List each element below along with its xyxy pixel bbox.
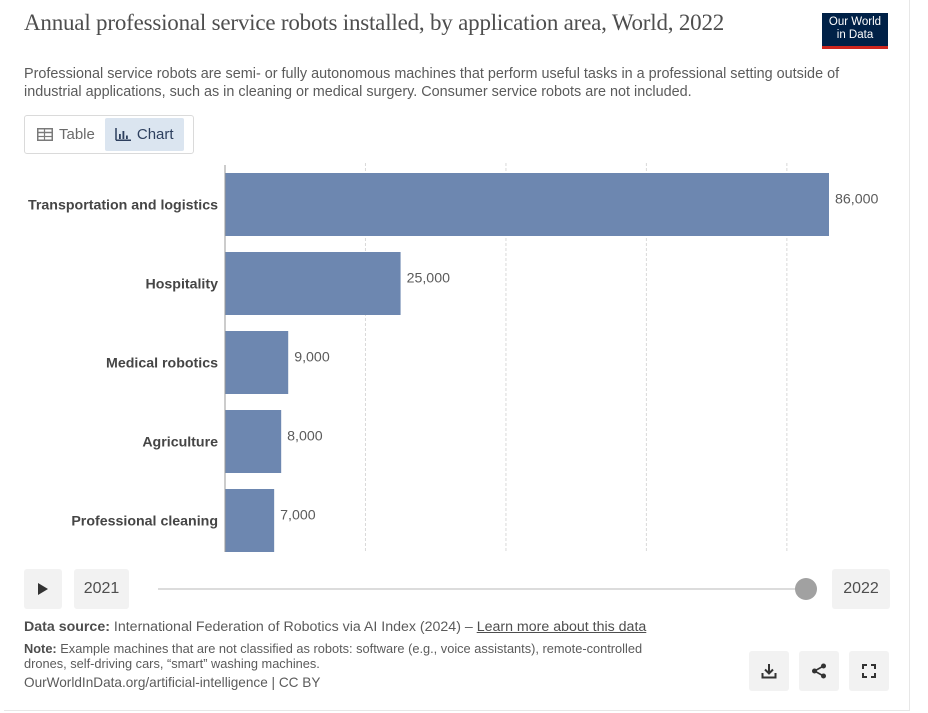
value-label: 7,000 xyxy=(280,508,316,524)
category-label: Agriculture xyxy=(142,435,218,451)
learn-more-link[interactable]: Learn more about this data xyxy=(476,619,647,635)
note-text: Example machines that are not classified… xyxy=(24,641,643,671)
download-button[interactable] xyxy=(749,651,789,691)
timeline-start-year[interactable]: 2021 xyxy=(74,569,129,609)
timeline-end-year[interactable]: 2022 xyxy=(832,569,890,609)
logo-line-2: in Data xyxy=(836,29,874,41)
view-tabs: Table Chart xyxy=(24,115,194,154)
category-label: Medical robotics xyxy=(106,356,218,372)
data-source: Data source: International Federation of… xyxy=(24,618,724,636)
tab-chart-label: Chart xyxy=(136,126,174,143)
logo-line-1: Our World xyxy=(828,16,882,28)
table-icon xyxy=(37,128,53,141)
chart-area: Transportation and logistics 86,000 Hospit… xyxy=(0,160,928,560)
chart-frame xyxy=(4,0,910,711)
bar[interactable] xyxy=(225,331,289,394)
category-label: Transportation and logistics xyxy=(28,198,218,214)
play-button[interactable] xyxy=(24,569,62,609)
value-label: 9,000 xyxy=(294,350,330,366)
value-label: 86,000 xyxy=(835,192,879,208)
category-label: Hospitality xyxy=(145,277,218,293)
chart-icon xyxy=(115,128,131,141)
tab-table-label: Table xyxy=(59,126,95,143)
timeline-handle[interactable] xyxy=(795,578,817,600)
share-button[interactable] xyxy=(799,651,839,691)
footer: Data source: International Federation of… xyxy=(24,618,724,690)
share-icon xyxy=(812,663,826,679)
license-link[interactable]: OurWorldInData.org/artificial-intelligen… xyxy=(24,675,321,690)
tab-table[interactable]: Table xyxy=(27,118,105,151)
source-text: International Federation of Robotics via… xyxy=(113,619,477,635)
bar[interactable] xyxy=(225,252,401,315)
bar-chart: Transportation and logistics 86,000 Hospit… xyxy=(28,163,879,552)
value-label: 8,000 xyxy=(287,429,323,445)
bar[interactable] xyxy=(225,410,282,473)
download-icon xyxy=(761,664,777,679)
timeline: 2021 2022 xyxy=(24,569,890,609)
timeline-track[interactable] xyxy=(158,588,804,590)
fullscreen-button[interactable] xyxy=(849,651,889,691)
play-icon xyxy=(38,583,48,595)
chart-subtitle: Professional service robots are semi- or… xyxy=(24,66,840,100)
note-label: Note: xyxy=(24,641,57,656)
source-label: Data source: xyxy=(24,619,110,635)
category-label: Professional cleaning xyxy=(71,514,218,530)
owid-logo[interactable]: Our World in Data xyxy=(822,13,888,49)
chart-title: Annual professional service robots insta… xyxy=(24,10,725,35)
bar[interactable] xyxy=(225,489,275,552)
fullscreen-icon xyxy=(862,664,876,678)
tab-chart[interactable]: Chart xyxy=(104,118,184,151)
bar[interactable] xyxy=(225,173,829,236)
value-label: 25,000 xyxy=(407,271,451,287)
chart-note: Note: Example machines that are not clas… xyxy=(24,641,684,671)
